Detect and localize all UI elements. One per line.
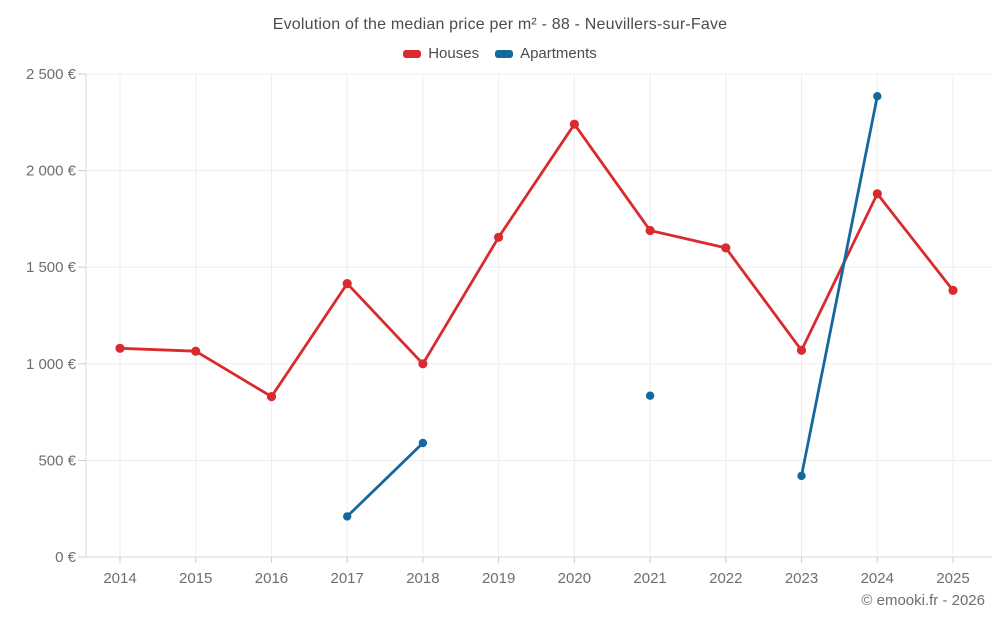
x-axis-label: 2024 (861, 570, 894, 587)
x-axis-label: 2015 (179, 570, 212, 587)
houses-point-2021[interactable] (645, 225, 655, 236)
houses-point-2024[interactable] (872, 189, 882, 199)
y-axis-label: 2 000 € (26, 163, 77, 180)
apartments-line (345, 94, 879, 518)
legend-item-apartments[interactable]: Apartments (495, 45, 597, 62)
houses-line (118, 122, 955, 398)
x-axis-label: 2020 (558, 570, 591, 587)
credits-link[interactable]: © emooki.fr - 2026 (861, 592, 985, 609)
houses-point-2015[interactable] (191, 346, 201, 356)
apartments-point-2023[interactable] (797, 471, 806, 481)
x-axis-label: 2025 (936, 570, 969, 587)
x-axis-label: 2021 (633, 570, 666, 587)
y-axis-label: 500 € (38, 452, 76, 469)
x-axis-label: 2019 (482, 570, 515, 587)
legend-item-houses[interactable]: Houses (403, 45, 479, 62)
y-axis-label: 1 500 € (26, 259, 77, 276)
houses-point-2017[interactable] (342, 279, 352, 289)
apartments-point-2018[interactable] (418, 438, 428, 448)
houses-point-2023[interactable] (796, 345, 807, 355)
x-axis-label: 2017 (330, 570, 363, 587)
houses-point-2022[interactable] (721, 243, 731, 253)
y-axis-label: 1 000 € (26, 356, 77, 373)
chart-title: Evolution of the median price per m² - 8… (272, 16, 728, 33)
chart-legend: Houses Apartments (0, 45, 1000, 62)
houses-legend-label: Houses (428, 45, 480, 62)
houses-point-2018[interactable] (418, 359, 428, 369)
y-axis-label: 2 500 € (26, 66, 77, 83)
houses-legend-swatch-icon (403, 49, 422, 58)
apartments-point-2021[interactable] (645, 391, 655, 400)
apartments-point-2024[interactable] (873, 92, 882, 101)
x-axis-label: 2014 (103, 570, 136, 587)
houses-point-2019[interactable] (494, 232, 504, 242)
houses-point-2020[interactable] (569, 119, 580, 129)
apartments-point-2017[interactable] (343, 512, 352, 521)
houses-point-2025[interactable] (948, 285, 958, 295)
x-axis-label: 2022 (709, 570, 742, 587)
x-axis-label: 2018 (406, 570, 439, 587)
apartments-legend-label: Apartments (520, 45, 597, 62)
houses-point-2014[interactable] (115, 343, 125, 353)
apartments-legend-swatch-icon (495, 49, 514, 58)
y-axis-label: 0 € (55, 549, 77, 566)
x-axis-label: 2023 (785, 570, 818, 587)
x-axis-label: 2016 (255, 570, 288, 587)
houses-point-2016[interactable] (266, 392, 277, 402)
